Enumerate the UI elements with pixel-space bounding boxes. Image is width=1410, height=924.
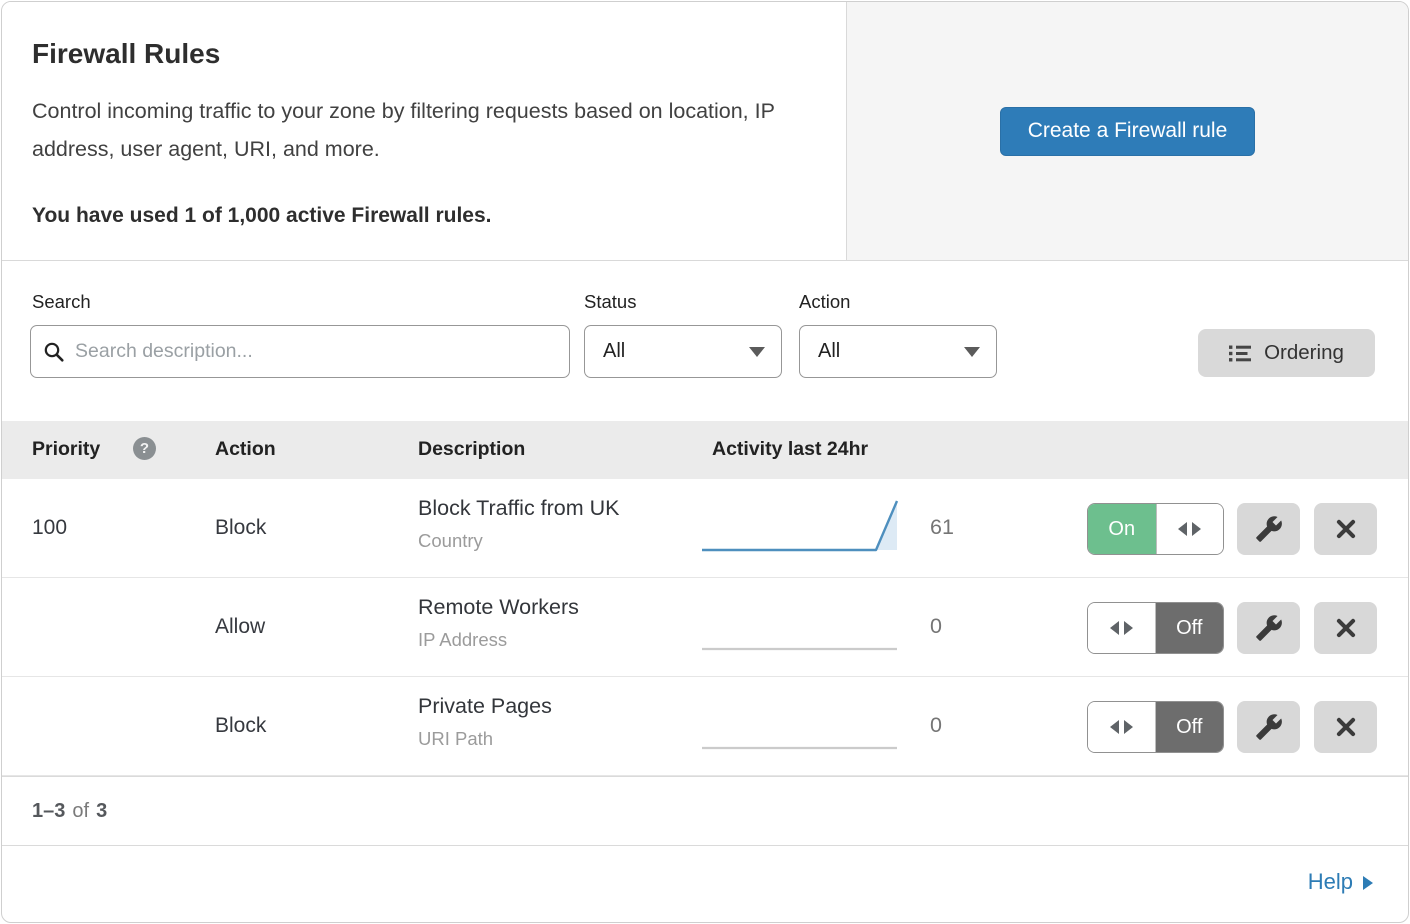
- arrow-left-icon: [1109, 621, 1119, 635]
- wrench-icon: [1255, 614, 1283, 642]
- toggle-knob: [1088, 603, 1156, 653]
- activity-count: 0: [930, 614, 942, 638]
- action-cell: Allow: [215, 615, 266, 638]
- status-select[interactable]: All: [584, 325, 782, 378]
- table-row: Block Private Pages URI Path 0 Off: [2, 677, 1408, 776]
- description-cell: Private Pages URI Path: [418, 694, 552, 750]
- pagination-range: 1–3: [32, 799, 66, 822]
- edit-rule-button[interactable]: [1237, 701, 1300, 753]
- usage-note: You have used 1 of 1,000 active Firewall…: [32, 204, 492, 227]
- ordering-button-label: Ordering: [1264, 341, 1344, 364]
- wrench-icon: [1255, 713, 1283, 741]
- column-header-activity: Activity last 24hr: [712, 438, 869, 460]
- rule-description: Block Traffic from UK: [418, 496, 620, 520]
- priority-help-icon[interactable]: ?: [133, 437, 156, 460]
- footer-bar: Help: [2, 845, 1408, 917]
- arrow-right-icon: [1363, 875, 1373, 890]
- delete-rule-button[interactable]: [1314, 503, 1377, 555]
- list-ordering-icon: [1229, 344, 1252, 363]
- page-description: Control incoming traffic to your zone by…: [32, 99, 775, 161]
- priority-cell: 100: [32, 516, 68, 539]
- action-select[interactable]: All: [799, 325, 997, 378]
- search-label: Search: [32, 291, 91, 312]
- arrow-right-icon: [1123, 621, 1133, 635]
- description-cell: Block Traffic from UK Country: [418, 496, 620, 552]
- toggle-off-segment: Off: [1155, 702, 1223, 752]
- action-cell: Block: [215, 516, 267, 539]
- close-icon: [1333, 714, 1359, 740]
- pagination-of-label: of: [72, 799, 90, 822]
- wrench-icon: [1255, 515, 1283, 543]
- action-label: Action: [799, 291, 851, 312]
- header-section: Firewall Rules Control incoming traffic …: [2, 2, 1408, 261]
- delete-rule-button[interactable]: [1314, 701, 1377, 753]
- pagination-bar: 1–3 of 3: [2, 776, 1408, 845]
- rule-description: Remote Workers: [418, 595, 579, 619]
- column-header-priority: Priority: [32, 438, 101, 460]
- status-label: Status: [584, 291, 637, 312]
- pagination-total: 3: [96, 799, 108, 822]
- activity-sparkline: [700, 493, 906, 562]
- search-icon: [43, 341, 65, 363]
- action-cell: Block: [215, 714, 267, 737]
- rule-match-type: IP Address: [418, 629, 508, 650]
- create-firewall-rule-button[interactable]: Create a Firewall rule: [999, 106, 1256, 156]
- page-title: Firewall Rules: [32, 38, 221, 69]
- activity-count: 0: [930, 713, 942, 737]
- edit-rule-button[interactable]: [1237, 602, 1300, 654]
- header-text-panel: Firewall Rules Control incoming traffic …: [2, 2, 847, 260]
- help-link[interactable]: Help: [1308, 869, 1373, 895]
- rule-enabled-toggle[interactable]: Off: [1087, 701, 1224, 753]
- search-box: [30, 325, 570, 378]
- help-link-label: Help: [1307, 868, 1353, 894]
- search-input[interactable]: [75, 340, 557, 363]
- rule-match-type: Country: [418, 530, 483, 551]
- table-row: Allow Remote Workers IP Address 0 Off: [2, 578, 1408, 677]
- toggle-knob: [1155, 504, 1223, 554]
- column-header-action: Action: [215, 438, 276, 460]
- create-rule-panel: Create a Firewall rule: [847, 2, 1408, 260]
- activity-sparkline: [700, 592, 906, 661]
- column-header-description: Description: [418, 438, 526, 460]
- ordering-button[interactable]: Ordering: [1198, 329, 1375, 377]
- arrow-left-icon: [1109, 720, 1119, 734]
- chevron-down-icon: [749, 346, 765, 357]
- chevron-down-icon: [964, 346, 980, 357]
- filter-bar: Search Status All Action All Ordering: [2, 261, 1408, 421]
- rule-description: Private Pages: [418, 694, 552, 718]
- arrow-right-icon: [1192, 522, 1202, 536]
- table-header-row: Priority ? Action Description Activity l…: [2, 421, 1408, 479]
- rule-enabled-toggle[interactable]: Off: [1087, 602, 1224, 654]
- action-selected-value: All: [818, 340, 841, 362]
- description-cell: Remote Workers IP Address: [418, 595, 579, 651]
- rule-match-type: URI Path: [418, 728, 494, 749]
- activity-sparkline: [700, 691, 906, 760]
- arrow-right-icon: [1123, 720, 1133, 734]
- arrow-left-icon: [1178, 522, 1188, 536]
- toggle-knob: [1088, 702, 1156, 752]
- edit-rule-button[interactable]: [1237, 503, 1300, 555]
- close-icon: [1333, 516, 1359, 542]
- toggle-on-segment: On: [1088, 504, 1156, 554]
- status-selected-value: All: [603, 340, 626, 362]
- delete-rule-button[interactable]: [1314, 602, 1377, 654]
- activity-count: 61: [930, 515, 954, 539]
- close-icon: [1333, 615, 1359, 641]
- table-row: 100 Block Block Traffic from UK Country …: [2, 479, 1408, 578]
- toggle-off-segment: Off: [1155, 603, 1223, 653]
- rule-enabled-toggle[interactable]: On: [1087, 503, 1224, 555]
